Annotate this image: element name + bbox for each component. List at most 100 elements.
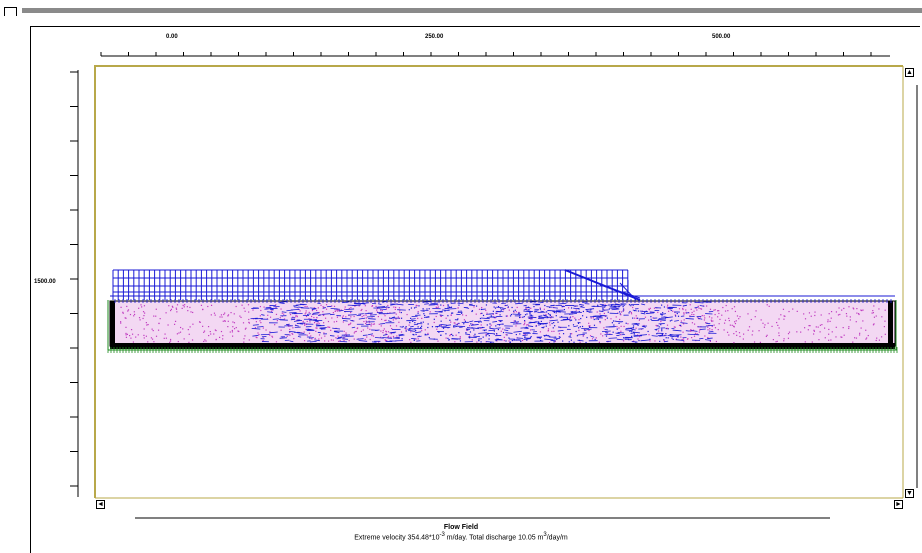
particle bbox=[234, 322, 235, 323]
particle bbox=[830, 339, 831, 340]
particle bbox=[345, 306, 346, 307]
particle bbox=[204, 339, 205, 340]
particle bbox=[727, 332, 728, 333]
particle bbox=[210, 333, 211, 334]
particle bbox=[712, 320, 713, 321]
particle bbox=[219, 337, 220, 338]
particle bbox=[367, 327, 368, 328]
particle bbox=[316, 317, 317, 318]
particle bbox=[666, 337, 667, 338]
particle bbox=[252, 309, 253, 310]
particle bbox=[333, 312, 334, 313]
particle bbox=[811, 316, 812, 317]
particle bbox=[797, 311, 798, 312]
particle bbox=[623, 340, 624, 341]
particle bbox=[578, 319, 579, 320]
particle bbox=[331, 339, 332, 340]
scroll-up-button[interactable]: ▲ bbox=[905, 68, 914, 77]
particle bbox=[862, 320, 863, 321]
particle bbox=[485, 310, 486, 311]
particle bbox=[755, 310, 756, 311]
particle bbox=[704, 335, 705, 336]
x-tick-label-0: 0.00 bbox=[166, 34, 178, 40]
particle bbox=[141, 306, 142, 307]
particle bbox=[310, 335, 311, 336]
particle bbox=[586, 317, 587, 318]
particle bbox=[215, 330, 216, 331]
particle bbox=[479, 309, 480, 310]
particle bbox=[599, 342, 600, 343]
particle bbox=[458, 311, 459, 312]
particle bbox=[370, 339, 371, 340]
particle bbox=[410, 342, 411, 343]
particle bbox=[621, 311, 622, 312]
particle bbox=[323, 322, 324, 323]
particle bbox=[427, 333, 428, 334]
particle bbox=[682, 309, 683, 310]
particle bbox=[828, 334, 829, 335]
particle bbox=[631, 313, 632, 314]
particle bbox=[256, 337, 257, 338]
particle bbox=[838, 314, 839, 315]
particle bbox=[180, 332, 181, 333]
particle bbox=[667, 305, 668, 306]
particle bbox=[363, 329, 364, 330]
particle bbox=[409, 325, 410, 326]
particle bbox=[832, 331, 833, 332]
particle bbox=[446, 337, 447, 338]
particle bbox=[829, 313, 830, 314]
particle bbox=[848, 306, 849, 307]
particle bbox=[439, 325, 440, 326]
particle bbox=[553, 331, 554, 332]
particle bbox=[814, 311, 815, 312]
particle bbox=[345, 316, 346, 317]
particle bbox=[421, 318, 422, 319]
particle bbox=[610, 318, 611, 319]
particle bbox=[881, 336, 882, 337]
particle bbox=[202, 326, 203, 327]
particle bbox=[451, 334, 452, 335]
particle bbox=[835, 336, 836, 337]
particle bbox=[501, 310, 502, 311]
scroll-left-button[interactable]: ◄ bbox=[96, 500, 105, 509]
particle bbox=[522, 317, 523, 318]
particle bbox=[395, 307, 396, 308]
particle bbox=[737, 315, 738, 316]
particle bbox=[662, 312, 663, 313]
flow-vector bbox=[533, 331, 537, 332]
particle bbox=[828, 340, 829, 341]
scroll-down-button[interactable]: ▼ bbox=[905, 489, 914, 498]
particle bbox=[629, 304, 630, 305]
particle bbox=[282, 313, 283, 314]
particle bbox=[764, 324, 765, 325]
particle bbox=[783, 338, 784, 339]
particle bbox=[722, 307, 723, 308]
particle bbox=[291, 333, 292, 334]
particle bbox=[660, 321, 661, 322]
particle bbox=[511, 314, 512, 315]
particle bbox=[874, 317, 875, 318]
particle bbox=[337, 335, 338, 336]
particle bbox=[619, 319, 620, 320]
particle bbox=[335, 311, 336, 312]
particle bbox=[287, 336, 288, 337]
particle bbox=[120, 307, 121, 308]
particle bbox=[418, 338, 419, 339]
particle bbox=[399, 307, 400, 308]
particle bbox=[258, 334, 259, 335]
particle bbox=[700, 308, 701, 309]
particle bbox=[428, 323, 429, 324]
scroll-right-button[interactable]: ► bbox=[894, 500, 903, 509]
particle bbox=[728, 334, 729, 335]
particle bbox=[371, 323, 372, 324]
particle bbox=[182, 328, 183, 329]
particle bbox=[711, 321, 712, 322]
particle bbox=[709, 316, 710, 317]
particle bbox=[500, 314, 501, 315]
particle bbox=[147, 341, 148, 342]
particle bbox=[326, 304, 327, 305]
particle bbox=[519, 333, 520, 334]
particle bbox=[312, 310, 313, 311]
particle bbox=[504, 340, 505, 341]
particle bbox=[503, 332, 504, 333]
